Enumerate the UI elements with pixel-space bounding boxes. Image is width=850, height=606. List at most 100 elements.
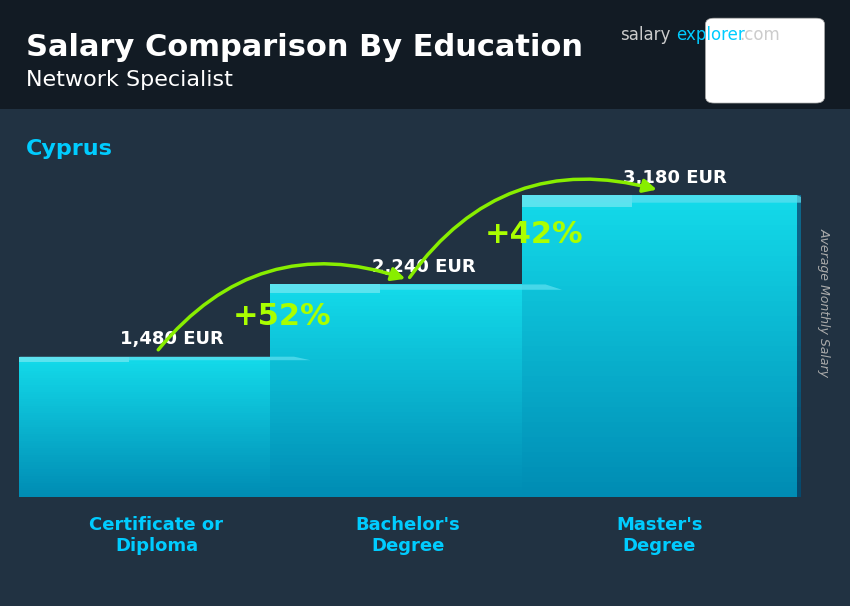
Bar <box>19 458 294 460</box>
Text: salary: salary <box>620 26 671 44</box>
Bar <box>19 434 294 436</box>
Bar <box>522 321 797 326</box>
Bar <box>546 391 562 402</box>
Bar <box>270 444 546 448</box>
Bar <box>270 430 546 433</box>
Bar <box>19 448 294 450</box>
Bar <box>546 465 562 476</box>
Bar <box>522 457 797 462</box>
Bar <box>797 467 813 482</box>
Bar <box>19 394 294 396</box>
Bar <box>270 412 546 416</box>
Bar <box>270 306 546 309</box>
Bar <box>270 352 546 355</box>
Bar <box>19 450 294 453</box>
Bar <box>522 387 797 391</box>
Bar <box>522 367 797 371</box>
Bar <box>19 361 294 364</box>
Bar <box>19 439 294 441</box>
Bar <box>270 427 546 430</box>
Bar <box>522 427 797 432</box>
Bar <box>294 364 310 371</box>
Bar <box>270 355 546 359</box>
Bar <box>522 235 797 241</box>
Bar <box>522 487 797 492</box>
Bar <box>546 295 562 306</box>
Bar <box>522 472 797 477</box>
Text: Network Specialist: Network Specialist <box>26 70 232 90</box>
Bar <box>522 467 797 472</box>
Bar <box>522 346 797 351</box>
Text: Certificate or
Diploma: Certificate or Diploma <box>89 516 224 555</box>
Bar <box>270 458 546 462</box>
Bar <box>522 245 797 250</box>
Bar <box>522 210 797 215</box>
Bar <box>797 482 813 498</box>
Bar <box>19 411 294 413</box>
Bar <box>270 395 546 398</box>
Bar <box>797 271 813 286</box>
Bar <box>19 467 294 469</box>
Bar <box>270 324 546 327</box>
Bar <box>546 306 562 316</box>
Bar <box>797 391 813 407</box>
Bar <box>797 452 813 467</box>
Bar <box>797 376 813 391</box>
Bar <box>522 326 797 331</box>
Text: Salary Comparison By Education: Salary Comparison By Education <box>26 33 582 62</box>
Bar <box>19 418 294 420</box>
Bar <box>270 391 546 395</box>
Bar <box>294 399 310 406</box>
Bar <box>522 221 797 225</box>
Bar <box>270 487 546 490</box>
Polygon shape <box>19 357 310 360</box>
Bar <box>522 482 797 487</box>
Bar <box>19 368 294 371</box>
Bar <box>797 225 813 241</box>
Text: Average Monthly Salary: Average Monthly Salary <box>818 228 831 378</box>
Bar <box>270 327 546 331</box>
Bar <box>522 316 797 321</box>
Bar <box>270 313 546 316</box>
Bar <box>522 296 797 301</box>
Bar <box>294 357 310 364</box>
Bar <box>270 331 546 334</box>
Bar <box>522 230 797 235</box>
Bar <box>522 341 797 346</box>
Bar <box>19 483 294 485</box>
Bar <box>522 411 797 417</box>
Bar <box>546 412 562 423</box>
Bar <box>294 490 310 498</box>
Bar <box>797 301 813 316</box>
Bar <box>797 316 813 331</box>
Bar <box>294 420 310 427</box>
Bar <box>797 256 813 271</box>
Bar <box>522 286 797 291</box>
Bar <box>19 366 294 368</box>
Bar <box>19 396 294 399</box>
Text: +42%: +42% <box>484 220 583 249</box>
Bar <box>797 361 813 376</box>
Bar <box>270 284 546 288</box>
Bar <box>19 399 294 401</box>
Bar <box>270 309 546 313</box>
Bar <box>270 437 546 441</box>
Bar <box>294 413 310 420</box>
Bar <box>546 487 562 498</box>
Bar <box>19 479 294 481</box>
Bar <box>294 406 310 413</box>
Bar <box>270 479 546 483</box>
Bar <box>522 442 797 447</box>
Bar <box>270 295 546 299</box>
Bar <box>19 420 294 422</box>
Bar <box>19 474 294 476</box>
Bar <box>270 451 546 454</box>
Ellipse shape <box>730 42 796 65</box>
Text: +52%: +52% <box>233 302 332 331</box>
Bar <box>522 462 797 467</box>
Bar <box>270 416 546 419</box>
Bar <box>270 462 546 465</box>
Bar <box>546 423 562 433</box>
Bar <box>270 366 546 370</box>
Bar <box>19 471 294 474</box>
